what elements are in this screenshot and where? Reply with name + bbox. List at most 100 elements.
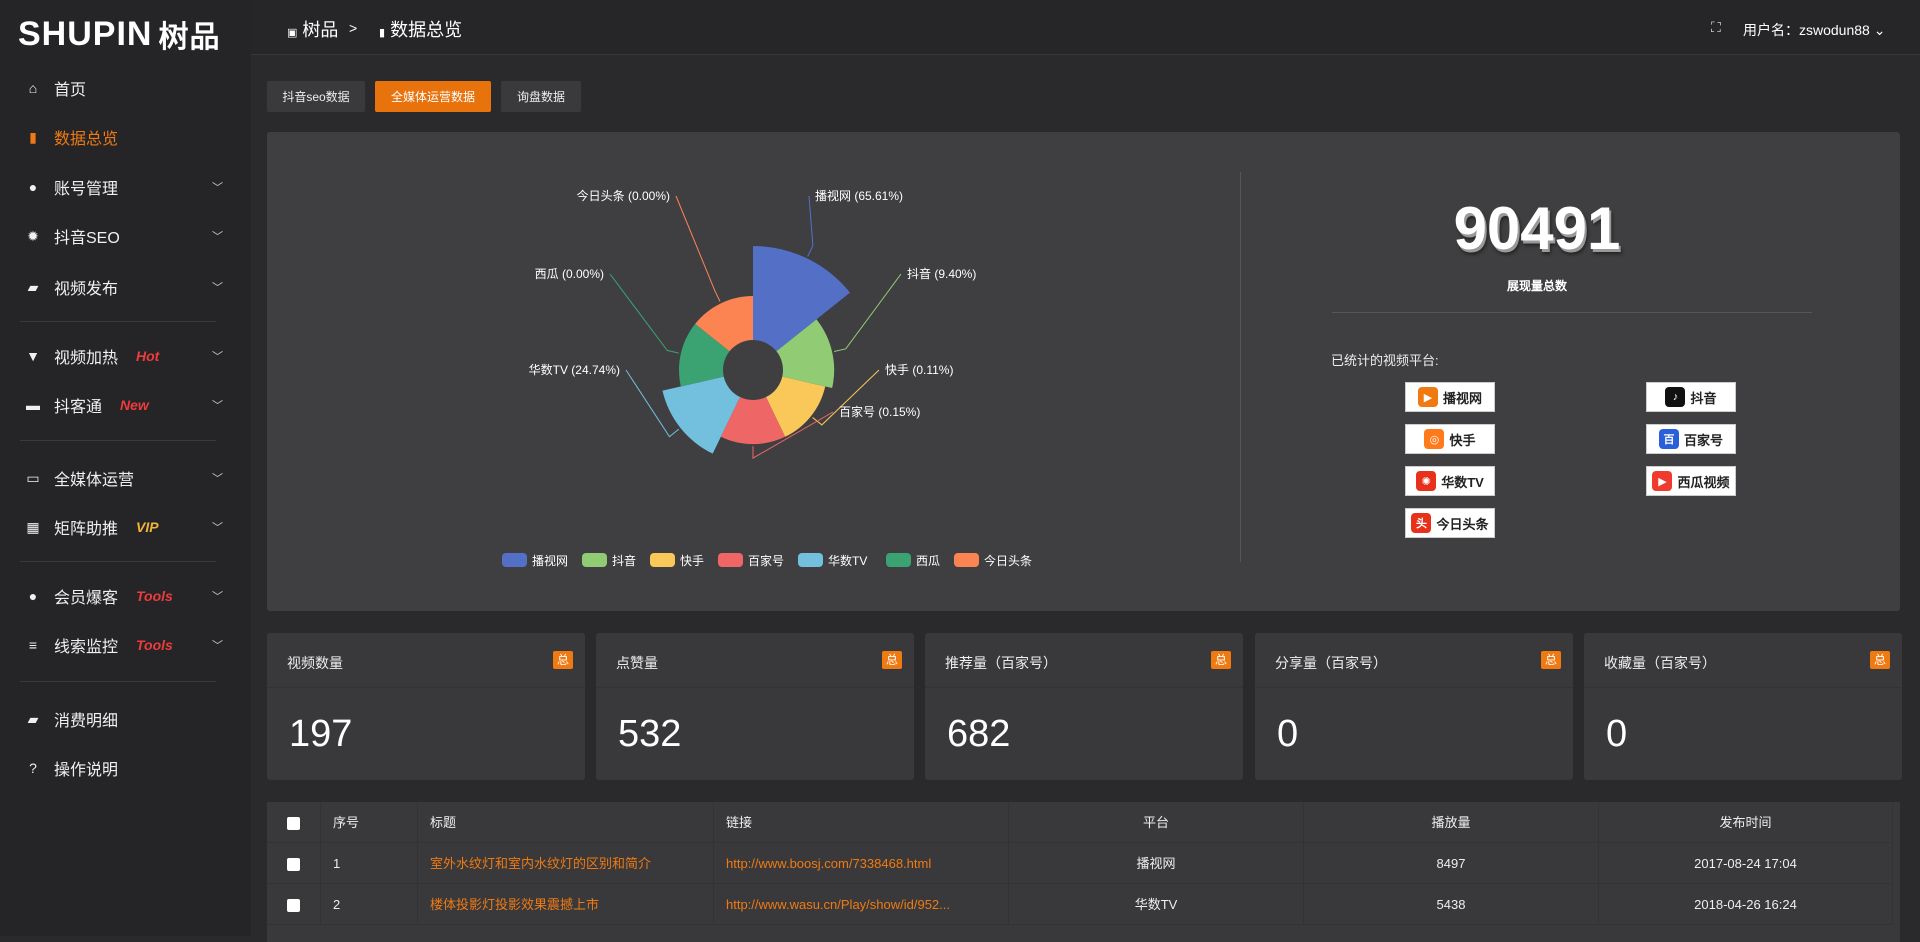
platform-name: 播视网 <box>1442 390 1482 406</box>
legend-item[interactable]: 百家号 <box>718 553 784 568</box>
sidebar-item-5[interactable]: ▼ 视频加热 Hot ﹀ <box>0 336 251 376</box>
user-menu[interactable]: 用户名：zswodun88 ⌄ <box>1743 20 1885 40</box>
stat-divider <box>596 687 914 688</box>
sidebar-item-10[interactable]: ≡ 线索监控 Tools ﹀ <box>0 625 251 665</box>
platform-logo: 百百家号 <box>1646 424 1736 454</box>
checkbox[interactable] <box>287 899 300 913</box>
chart-panel: 播视网 (65.61%) 抖音 (9.40%) 快手 (0.11%) 百家号 (0.1… <box>267 132 1900 611</box>
pie-slice-5[interactable] <box>679 323 730 387</box>
pie-slice-3[interactable] <box>720 397 786 445</box>
table-cell: 2018-04-26 16:24 <box>1599 884 1893 925</box>
row-checkbox[interactable] <box>267 843 321 884</box>
heater-icon: ▼ <box>26 348 40 364</box>
table-cell[interactable]: 楼体投影灯投影效果震撼上市 <box>418 884 714 925</box>
stat-card: 视频数量 总 197 <box>267 633 585 780</box>
sidebar-item-7[interactable]: ▭ 全媒体运营 ﹀ <box>0 458 251 498</box>
slice-label: 今日头条 (0.00%) <box>577 188 670 203</box>
legend-label: 播视网 <box>532 553 568 568</box>
platform-icon: 百 <box>1658 429 1679 449</box>
stat-title: 点赞量 <box>616 655 658 671</box>
legend-item[interactable]: 西瓜 <box>886 553 940 568</box>
table-cell[interactable]: 室外水纹灯和室内水纹灯的区别和简介 <box>418 843 714 884</box>
table-cell: 1 <box>321 843 418 884</box>
table-row: 1 室外水纹灯和室内水纹灯的区别和简介 http://www.boosj.com/7… <box>267 843 1893 884</box>
checkbox[interactable] <box>287 858 300 872</box>
tab-all-media[interactable]: 全媒体运营数据 <box>375 81 491 112</box>
legend-label: 快手 <box>680 554 704 568</box>
sidebar-item-1[interactable]: ▮ 数据总览 <box>0 117 251 157</box>
sidebar-item-3[interactable]: ✹ 抖音SEO ﹀ <box>0 216 251 256</box>
chart-icon: ▣ <box>287 27 298 39</box>
legend-swatch <box>582 553 607 567</box>
sidebar-item-0[interactable]: ⌂ 首页 <box>0 68 251 108</box>
sidebar-divider <box>20 440 216 441</box>
platform-logo: ✺ 华数TV <box>1405 466 1495 496</box>
platform-name: 西瓜视频 <box>1677 474 1730 490</box>
legend-label: 今日头条 <box>984 553 1032 568</box>
tab-inquiry[interactable]: 询盘数据 <box>501 81 581 112</box>
sidebar-item-label: 操作说明 <box>54 762 119 779</box>
table-cell: 播视网 <box>1009 843 1304 884</box>
stat-value: 0 <box>1606 713 1628 755</box>
stat-value: 197 <box>289 713 353 755</box>
link-cell[interactable]: http://www.wasu.cn/Play/show/id/952... <box>714 884 1009 925</box>
pie-slice-0[interactable] <box>753 246 850 352</box>
bar-chart-icon: ▮ <box>29 128 37 145</box>
sidebar-tag: New <box>120 397 149 413</box>
platform-logo: ▶ 播视网 <box>1405 382 1495 412</box>
fullscreen-icon[interactable]: ⛶ <box>1711 19 1721 35</box>
sidebar-item-6[interactable]: ▬ 抖客通 New ﹀ <box>0 385 251 425</box>
stat-card: 收藏量（百家号） 总 0 <box>1584 633 1902 780</box>
sidebar-item-12[interactable]: ? 操作说明 <box>0 748 251 788</box>
logo[interactable]: SHUPIN 树品 <box>18 14 220 55</box>
sidebar-item-4[interactable]: ▰ 视频发布 ﹀ <box>0 267 251 307</box>
pie-slice-2[interactable] <box>766 376 826 437</box>
legend-item[interactable]: 快手 <box>650 553 704 568</box>
pie-slice-6[interactable] <box>695 296 753 352</box>
sidebar-item-8[interactable]: ▦ 矩阵助推 VIP ﹀ <box>0 507 251 547</box>
pie-slice-4[interactable] <box>662 376 740 454</box>
row-checkbox[interactable] <box>267 884 321 925</box>
sidebar-item-11[interactable]: ▰ 消费明细 <box>0 699 251 739</box>
sidebar-item-label: 线索监控 <box>54 639 119 656</box>
breadcrumb-root-label: 树品 <box>302 20 339 40</box>
bar-chart-icon: ▮ <box>379 27 386 39</box>
stat-divider <box>1255 687 1573 688</box>
row-checkbox[interactable] <box>267 802 321 843</box>
label-line <box>833 273 902 352</box>
sidebar-item-label: 消费明细 <box>54 713 119 730</box>
grid-icon: ▦ <box>26 518 40 535</box>
sidebar-item-2[interactable]: ● 账号管理 ﹀ <box>0 167 251 207</box>
stat-title: 视频数量 <box>287 655 343 671</box>
platform-logo: ◎ 快手 <box>1405 424 1495 454</box>
breadcrumb-root[interactable]: ▣ 树品 <box>287 16 338 42</box>
member-icon: ● <box>28 588 38 604</box>
checkbox[interactable] <box>287 817 300 831</box>
sliders-icon: ≡ <box>28 637 38 653</box>
slice-label: 快手 (0.11%) <box>885 363 953 377</box>
slice-label: 抖音 (9.40%) <box>907 266 976 281</box>
legend-item[interactable]: 抖音 <box>582 553 636 568</box>
chevron-down-icon: ﹀ <box>212 400 223 412</box>
legend-label: 西瓜 <box>916 554 940 568</box>
stat-value: 532 <box>618 713 682 755</box>
link-cell[interactable]: http://www.boosj.com/7338468.html <box>714 843 1009 884</box>
stat-divider <box>1584 687 1902 688</box>
tab-douyin-seo[interactable]: 抖音seo数据 <box>267 81 365 112</box>
chevron-down-icon: ﹀ <box>212 473 223 485</box>
breadcrumb-separator: > <box>349 20 358 36</box>
platform-name: 华数TV <box>1441 474 1484 490</box>
breadcrumb-current: ▮ 数据总览 <box>379 16 462 42</box>
user-icon: ● <box>28 179 38 195</box>
platforms-label: 已统计的视频平台: <box>1331 353 1439 368</box>
legend-item[interactable]: 播视网 <box>502 553 568 568</box>
legend-item[interactable]: 今日头条 <box>954 553 1032 568</box>
sidebar-item-label: 抖音SEO <box>54 230 120 247</box>
pie-slice-1[interactable] <box>776 319 835 389</box>
platform-name: 快手 <box>1449 432 1476 448</box>
legend-item[interactable]: 华数TV <box>798 553 867 568</box>
table-header: 序号 标题 链接 平台 播放量 发布时间 <box>267 802 1893 843</box>
sidebar-item-9[interactable]: ● 会员爆客 Tools ﹀ <box>0 576 251 616</box>
column-header: 序号 <box>321 802 418 843</box>
rose-pie-chart: 播视网 (65.61%) 抖音 (9.40%) 快手 (0.11%) 百家号 (0.1… <box>502 188 1032 568</box>
